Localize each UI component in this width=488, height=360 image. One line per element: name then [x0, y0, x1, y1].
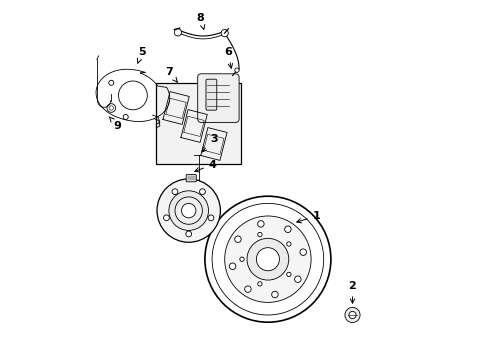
Circle shape — [185, 231, 191, 237]
Text: 9: 9 — [109, 117, 122, 131]
Text: 5: 5 — [137, 47, 145, 63]
Circle shape — [208, 215, 213, 221]
Circle shape — [286, 242, 290, 246]
Circle shape — [234, 68, 239, 72]
Circle shape — [224, 216, 310, 302]
Circle shape — [244, 286, 251, 292]
Circle shape — [204, 196, 330, 322]
FancyBboxPatch shape — [205, 79, 216, 110]
Circle shape — [239, 257, 244, 261]
Bar — [156, 83, 241, 164]
Circle shape — [118, 81, 147, 110]
Circle shape — [299, 249, 306, 255]
Circle shape — [344, 307, 359, 323]
Text: 2: 2 — [348, 281, 356, 303]
Circle shape — [256, 248, 279, 271]
Circle shape — [168, 191, 208, 230]
Circle shape — [174, 29, 181, 36]
Circle shape — [181, 203, 196, 218]
Circle shape — [284, 226, 290, 233]
Text: 3: 3 — [202, 134, 217, 152]
Circle shape — [157, 179, 220, 242]
Text: 8: 8 — [196, 13, 204, 30]
Circle shape — [257, 233, 262, 237]
Circle shape — [229, 263, 235, 270]
Text: 7: 7 — [164, 67, 177, 82]
Circle shape — [348, 311, 355, 319]
FancyBboxPatch shape — [197, 74, 239, 122]
Circle shape — [234, 236, 241, 242]
Text: 1: 1 — [296, 211, 320, 223]
Circle shape — [286, 272, 290, 276]
Circle shape — [257, 221, 264, 227]
Circle shape — [271, 291, 278, 298]
Circle shape — [221, 30, 228, 37]
Circle shape — [172, 189, 178, 194]
Text: 4: 4 — [194, 159, 216, 172]
Circle shape — [175, 197, 202, 224]
Circle shape — [257, 282, 262, 286]
Circle shape — [294, 276, 301, 283]
Circle shape — [246, 238, 288, 280]
Circle shape — [199, 189, 205, 194]
Circle shape — [163, 215, 169, 221]
Text: 6: 6 — [224, 47, 232, 68]
FancyBboxPatch shape — [186, 175, 196, 182]
